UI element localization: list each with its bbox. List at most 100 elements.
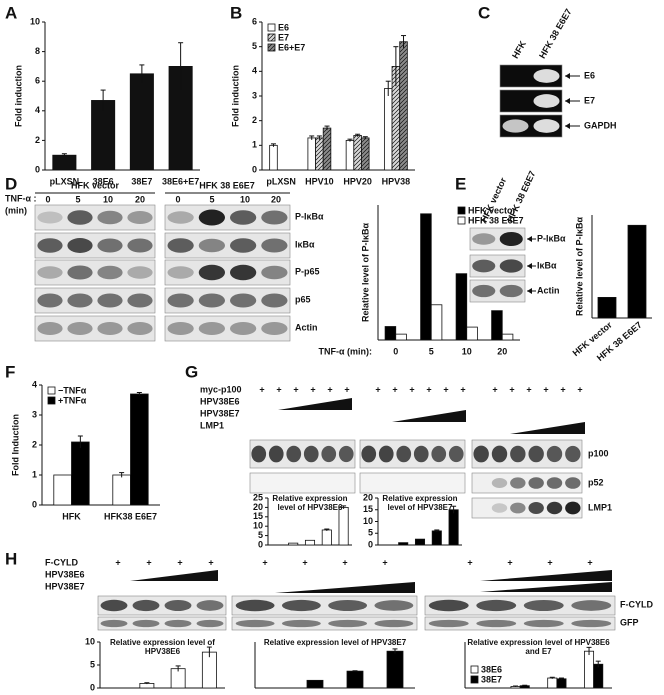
y-tick-label: 5 bbox=[90, 659, 95, 669]
error-bar bbox=[119, 472, 125, 478]
bar bbox=[455, 273, 468, 341]
y-tick-label: 10 bbox=[253, 521, 263, 531]
error-bar bbox=[175, 665, 181, 672]
plus: + bbox=[509, 384, 514, 394]
bar bbox=[306, 679, 324, 689]
blot bbox=[97, 595, 227, 616]
y-tick-label: 10 bbox=[85, 636, 95, 646]
bar bbox=[130, 393, 149, 506]
lane-label: 0 bbox=[175, 194, 180, 204]
plus: + bbox=[293, 384, 298, 394]
blot-band bbox=[396, 445, 412, 463]
band-label: GFP bbox=[620, 617, 639, 627]
band-label: Actin bbox=[295, 322, 318, 332]
lane-label: HFK bbox=[510, 39, 528, 60]
lane-label: HFK 38 E6E7 bbox=[537, 7, 573, 60]
blot-band bbox=[127, 293, 153, 308]
blot bbox=[471, 439, 583, 469]
panel-label: A bbox=[5, 3, 17, 22]
blot-band bbox=[510, 477, 526, 489]
error-bar bbox=[270, 143, 276, 147]
legend-label: +TNFα bbox=[58, 395, 87, 405]
error-bar bbox=[341, 505, 347, 509]
legend-swatch bbox=[47, 396, 56, 405]
blot-band bbox=[235, 599, 275, 612]
chart-title: Relative expression level of HPV38E6 and… bbox=[467, 638, 610, 656]
blot-band bbox=[97, 265, 123, 280]
bar bbox=[304, 539, 316, 546]
blot-band bbox=[167, 211, 194, 224]
blot-band bbox=[328, 619, 368, 628]
y-tick-label: 1 bbox=[32, 469, 37, 479]
bar bbox=[129, 73, 154, 171]
blot-band bbox=[528, 477, 544, 489]
y-tick-label: 15 bbox=[363, 504, 373, 514]
y-tick-label: 10 bbox=[363, 516, 373, 526]
blot-band bbox=[198, 238, 225, 253]
y-axis-label: Relative level of P-IκBα bbox=[574, 216, 584, 316]
plus: + bbox=[302, 557, 307, 567]
wedge bbox=[130, 570, 218, 581]
blot bbox=[359, 472, 466, 494]
lane-label: 5 bbox=[75, 194, 80, 204]
legend-label: 38E7 bbox=[481, 674, 502, 684]
y-tick-label: 0 bbox=[368, 539, 373, 549]
y-tick-label: 20 bbox=[363, 492, 373, 502]
plus: + bbox=[409, 384, 414, 394]
blot-band bbox=[261, 322, 288, 335]
blot-band bbox=[565, 445, 581, 463]
y-tick-label: 1 bbox=[252, 140, 257, 150]
arrow-head bbox=[565, 98, 570, 104]
blot-band bbox=[321, 445, 337, 463]
plus: + bbox=[526, 384, 531, 394]
blot-band bbox=[230, 322, 257, 335]
error-bar bbox=[451, 505, 457, 514]
blot-band bbox=[476, 599, 517, 612]
blot-band bbox=[37, 211, 63, 224]
error-bar bbox=[385, 80, 391, 96]
blot bbox=[424, 595, 616, 616]
y-tick-label: 4 bbox=[35, 105, 40, 115]
blot bbox=[249, 472, 356, 494]
error-bar bbox=[324, 528, 330, 531]
error-bar bbox=[324, 125, 330, 131]
group-label: HFK vector bbox=[71, 180, 120, 190]
bar bbox=[593, 663, 604, 689]
bar bbox=[315, 137, 324, 171]
chart-title-box: Relative expression level of HPV38E6 and… bbox=[467, 638, 610, 656]
y-tick-label: 25 bbox=[253, 492, 263, 502]
blot-band bbox=[97, 322, 123, 335]
plus: + bbox=[177, 557, 182, 567]
blot-band bbox=[281, 619, 321, 628]
band-label: P-p65 bbox=[295, 266, 320, 276]
error-bar bbox=[392, 648, 398, 654]
row-label: F-CYLD bbox=[45, 557, 78, 567]
bar bbox=[431, 530, 442, 546]
band-label: p65 bbox=[295, 294, 311, 304]
blot-band bbox=[37, 322, 63, 335]
blot-band bbox=[100, 619, 128, 628]
x-tick-label: pLXSN bbox=[50, 176, 80, 186]
chart-title-box: Relative expression level of HPV38E6 bbox=[272, 494, 347, 512]
row-label: HPV38E7 bbox=[45, 581, 85, 591]
blot-band bbox=[338, 445, 354, 463]
error-bar bbox=[513, 685, 519, 687]
blot-band bbox=[97, 210, 123, 225]
row-label: HPV38E7 bbox=[200, 408, 240, 418]
legend-label: 38E6 bbox=[481, 664, 502, 674]
legend-swatch bbox=[457, 216, 466, 225]
blot-band bbox=[127, 322, 153, 335]
blot-band bbox=[546, 445, 563, 463]
band-label: P-IκBα bbox=[537, 233, 566, 243]
y-tick-label: 10 bbox=[30, 16, 40, 26]
plus: + bbox=[392, 384, 397, 394]
blot-band bbox=[533, 119, 560, 133]
x-tick-label: pLXSN bbox=[266, 176, 296, 186]
error-bar bbox=[316, 135, 322, 140]
bar bbox=[346, 670, 364, 689]
error-bar bbox=[77, 435, 83, 448]
panel-label: F bbox=[5, 362, 15, 381]
x-tick-label: 38E7 bbox=[131, 176, 152, 186]
blot bbox=[34, 315, 156, 342]
y-tick-label: 6 bbox=[252, 16, 257, 26]
